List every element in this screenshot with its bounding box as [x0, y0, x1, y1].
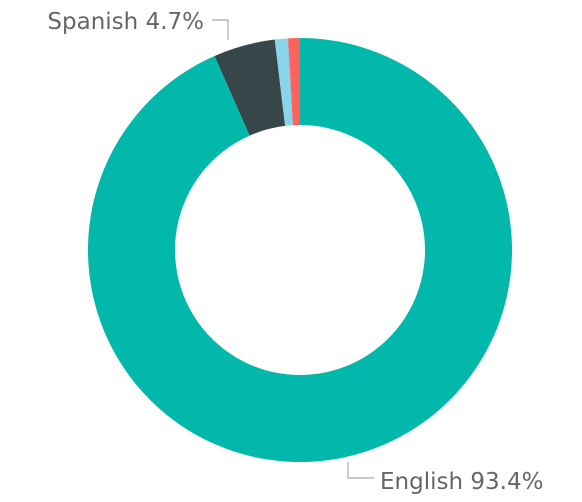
slice-category: English: [380, 469, 463, 495]
slice-label: Spanish 4.7%: [47, 9, 204, 35]
donut-slice: [87, 38, 513, 462]
slice-value: 4.7%: [146, 9, 204, 35]
leader-line: [212, 19, 229, 40]
slice-label: English 93.4%: [380, 469, 543, 495]
slice-value: 93.4%: [470, 469, 543, 495]
slice-category: Spanish: [47, 9, 138, 35]
donut-slice: [288, 38, 300, 126]
leader-line: [347, 462, 374, 479]
donut-slice: [214, 39, 286, 136]
donut-slice: [274, 38, 293, 126]
